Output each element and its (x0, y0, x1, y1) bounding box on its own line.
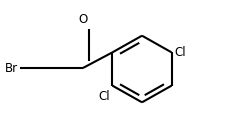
Text: Br: Br (5, 62, 18, 75)
Text: Cl: Cl (175, 46, 186, 59)
Text: O: O (78, 13, 88, 26)
Text: Cl: Cl (99, 90, 110, 103)
